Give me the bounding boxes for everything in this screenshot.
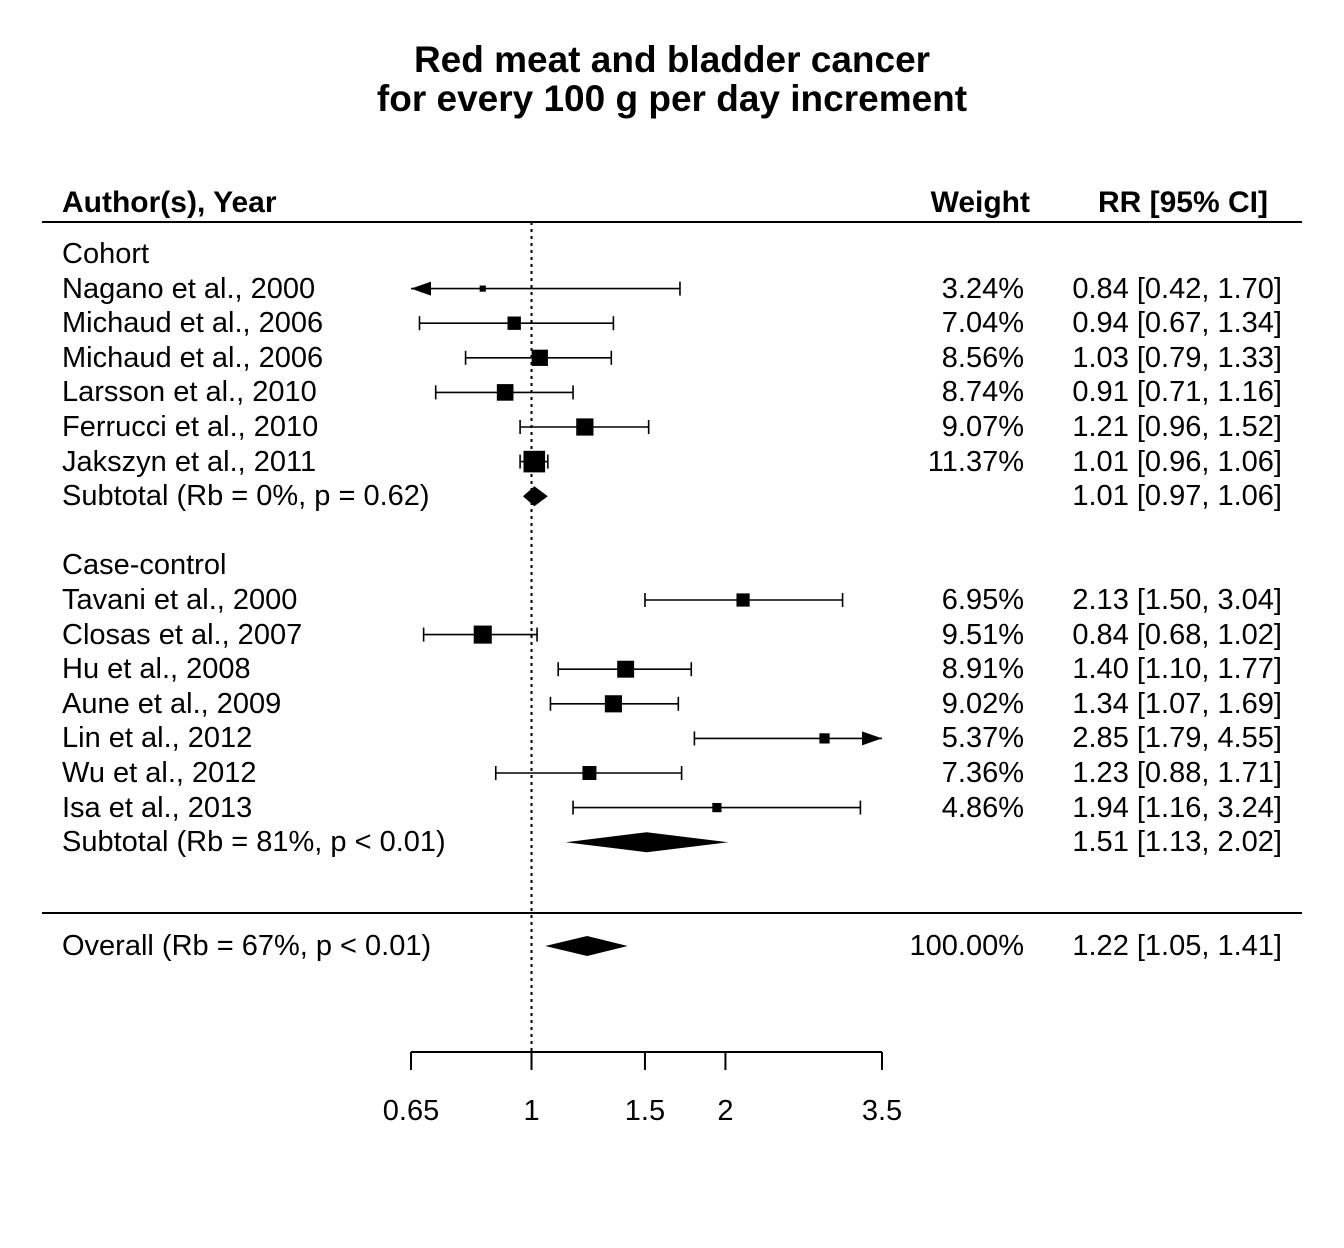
study-label: Isa et al., 2013 bbox=[62, 791, 253, 824]
group-heading: Case-control bbox=[62, 549, 227, 582]
subtotal-estimate: 1.01 [0.97, 1.06] bbox=[1072, 480, 1282, 513]
x-tick-label: 2 bbox=[717, 1095, 734, 1127]
point-estimate bbox=[507, 316, 521, 330]
study-estimate: 1.40 [1.10, 1.77] bbox=[1072, 653, 1282, 686]
point-estimate bbox=[473, 625, 492, 644]
overall-weight: 100.00% bbox=[909, 930, 1025, 962]
overall-estimate: 1.22 [1.05, 1.41] bbox=[1072, 930, 1282, 962]
study-label: Michaud et al., 2006 bbox=[62, 341, 324, 374]
study-label: Larsson et al., 2010 bbox=[62, 376, 317, 409]
study-estimate: 2.85 [1.79, 4.55] bbox=[1072, 722, 1282, 755]
chart-title-line-1: Red meat and bladder cancer bbox=[413, 39, 931, 80]
overall-diamond bbox=[545, 936, 628, 956]
study-label: Nagano et al., 2000 bbox=[62, 272, 316, 305]
study-label: Tavani et al., 2000 bbox=[62, 584, 298, 616]
study-weight: 8.56% bbox=[941, 341, 1024, 374]
point-estimate bbox=[531, 349, 548, 366]
study-estimate: 1.23 [0.88, 1.71] bbox=[1072, 757, 1282, 789]
study-estimate: 0.94 [0.67, 1.34] bbox=[1072, 307, 1282, 340]
study-estimate: 0.91 [0.71, 1.16] bbox=[1072, 376, 1282, 409]
study-label: Ferrucci et al., 2010 bbox=[62, 411, 319, 443]
study-estimate: 0.84 [0.42, 1.70] bbox=[1072, 272, 1282, 305]
study-label: Lin et al., 2012 bbox=[62, 722, 253, 755]
point-estimate bbox=[582, 766, 597, 780]
study-label: Wu et al., 2012 bbox=[62, 757, 257, 789]
study-estimate: 1.03 [0.79, 1.33] bbox=[1072, 341, 1282, 374]
overall-label: Overall (Rb = 67%, p < 0.01) bbox=[62, 930, 432, 962]
study-label: Closas et al., 2007 bbox=[62, 618, 303, 651]
column-header-author: Author(s), Year bbox=[62, 186, 277, 219]
study-label: Hu et al., 2008 bbox=[62, 653, 251, 686]
study-estimate: 1.34 [1.07, 1.69] bbox=[1072, 687, 1282, 720]
point-estimate bbox=[819, 733, 830, 744]
x-tick-label: 1.5 bbox=[624, 1095, 666, 1127]
x-tick-label: 3.5 bbox=[861, 1095, 903, 1127]
column-header-weight: Weight bbox=[930, 186, 1030, 219]
point-estimate bbox=[479, 285, 486, 292]
subtotal-label: Subtotal (Rb = 81%, p < 0.01) bbox=[62, 826, 446, 859]
study-estimate: 1.94 [1.16, 3.24] bbox=[1072, 791, 1282, 824]
study-estimate: 1.21 [0.96, 1.52] bbox=[1072, 411, 1282, 443]
study-label: Jakszyn et al., 2011 bbox=[62, 445, 317, 478]
study-weight: 8.74% bbox=[941, 376, 1024, 409]
study-weight: 11.37% bbox=[927, 445, 1024, 478]
x-tick-label: 0.65 bbox=[382, 1095, 440, 1127]
study-weight: 9.02% bbox=[941, 687, 1024, 720]
subtotal-diamond bbox=[565, 832, 729, 853]
study-weight: 9.07% bbox=[941, 411, 1024, 443]
chart-title-line-2: for every 100 g per day increment bbox=[376, 78, 968, 119]
ci-arrow-left bbox=[411, 281, 431, 296]
study-estimate: 2.13 [1.50, 3.04] bbox=[1072, 584, 1282, 616]
study-label: Michaud et al., 2006 bbox=[62, 307, 324, 340]
point-estimate bbox=[712, 802, 722, 813]
column-header-estimate: RR [95% CI] bbox=[1097, 186, 1268, 219]
study-weight: 4.86% bbox=[941, 791, 1024, 824]
point-estimate bbox=[523, 450, 546, 473]
group-heading: Cohort bbox=[62, 238, 150, 270]
study-estimate: 0.84 [0.68, 1.02] bbox=[1072, 618, 1282, 651]
subtotal-label: Subtotal (Rb = 0%, p = 0.62) bbox=[62, 480, 430, 513]
study-weight: 8.91% bbox=[941, 653, 1024, 686]
study-weight: 7.04% bbox=[941, 307, 1024, 340]
ci-arrow-right bbox=[862, 731, 882, 746]
study-estimate: 1.01 [0.96, 1.06] bbox=[1072, 445, 1282, 478]
point-estimate bbox=[736, 593, 750, 607]
subtotal-diamond bbox=[522, 486, 548, 507]
study-weight: 3.24% bbox=[941, 272, 1024, 305]
study-weight: 5.37% bbox=[941, 722, 1024, 755]
point-estimate bbox=[617, 660, 635, 678]
study-label: Aune et al., 2009 bbox=[62, 687, 282, 720]
study-weight: 6.95% bbox=[941, 584, 1024, 616]
study-weight: 9.51% bbox=[941, 618, 1024, 651]
point-estimate bbox=[604, 695, 622, 713]
x-tick-label: 1 bbox=[523, 1095, 540, 1127]
point-estimate bbox=[576, 418, 594, 436]
subtotal-estimate: 1.51 [1.13, 2.02] bbox=[1072, 826, 1282, 859]
point-estimate bbox=[496, 384, 514, 401]
study-weight: 7.36% bbox=[941, 757, 1024, 789]
